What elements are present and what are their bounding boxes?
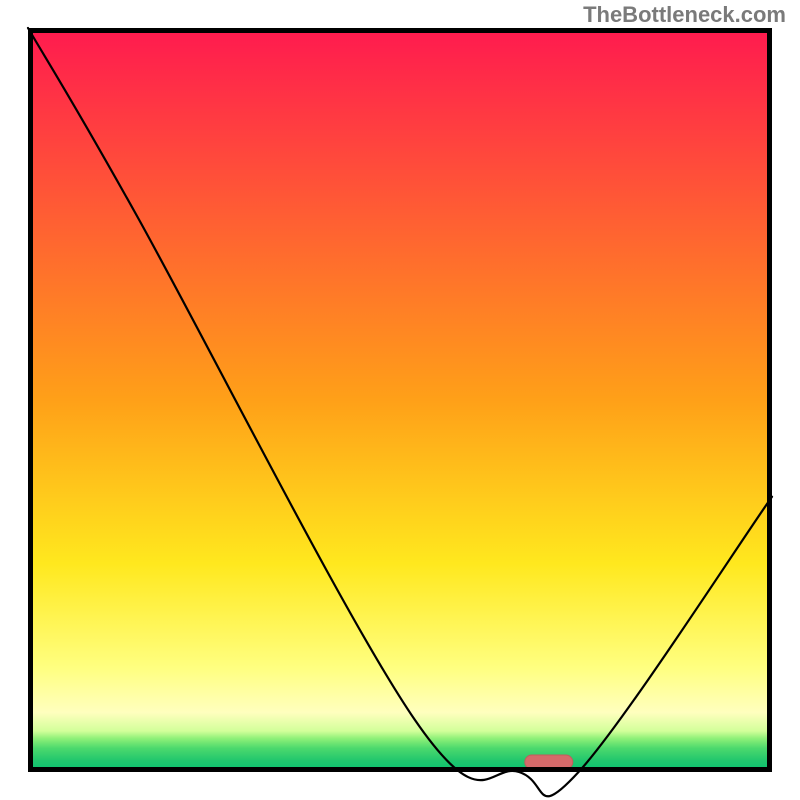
chart-root: TheBottleneck.com	[0, 0, 800, 800]
optimal-range-marker	[525, 755, 573, 769]
watermark-text: TheBottleneck.com	[583, 2, 786, 28]
chart-canvas	[0, 0, 800, 800]
